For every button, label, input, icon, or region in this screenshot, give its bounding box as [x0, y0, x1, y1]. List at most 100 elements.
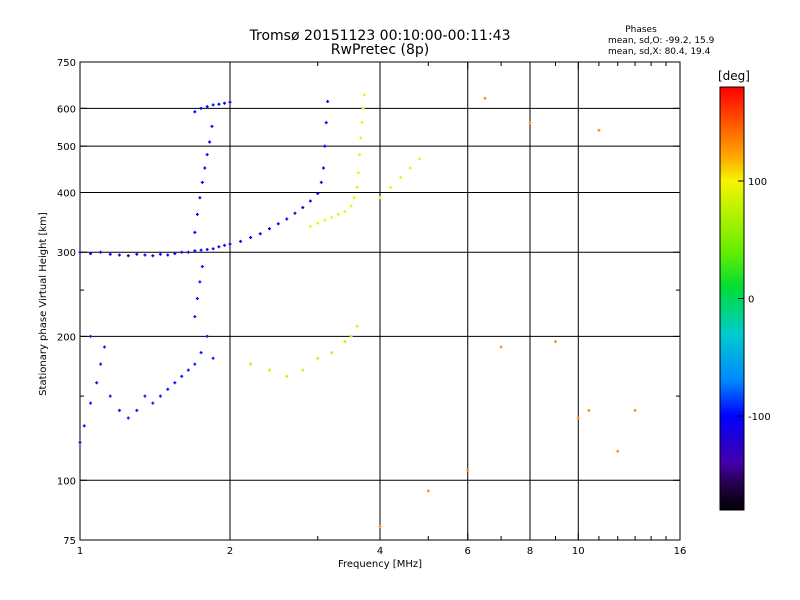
data-point — [466, 468, 470, 472]
chart-subtitle: RwPretec (8p) — [331, 42, 429, 58]
data-point — [193, 362, 197, 366]
data-point — [89, 401, 93, 405]
series-2 — [193, 100, 232, 234]
data-point — [173, 252, 177, 256]
data-point — [330, 351, 334, 355]
data-point — [553, 340, 557, 344]
data-point — [361, 106, 365, 110]
data-point — [301, 206, 305, 210]
data-point — [205, 334, 209, 338]
data-point — [417, 157, 421, 161]
data-point — [203, 166, 207, 170]
data-point — [193, 230, 197, 234]
data-point — [99, 362, 103, 366]
data-point — [249, 236, 253, 240]
data-point — [285, 374, 289, 378]
y-tick-label: 600 — [57, 104, 76, 115]
data-point — [173, 381, 177, 385]
data-point — [199, 351, 203, 355]
x-tick-label: 1 — [77, 546, 83, 557]
data-point — [355, 185, 359, 189]
data-point — [193, 110, 197, 114]
data-point — [158, 252, 162, 256]
legend-title: Phases — [625, 25, 657, 35]
data-point — [117, 408, 121, 412]
data-point — [126, 254, 130, 258]
data-point — [293, 211, 297, 215]
x-axis-label: Frequency [MHz] — [338, 559, 422, 570]
series-1 — [78, 265, 215, 444]
x-tick-label: 16 — [674, 546, 687, 557]
data-point — [143, 253, 147, 257]
data-point — [399, 175, 403, 179]
data-point — [308, 199, 312, 203]
data-point — [158, 394, 162, 398]
data-point — [276, 222, 280, 226]
data-point — [316, 221, 320, 225]
data-point — [378, 525, 382, 529]
data-point — [89, 252, 93, 256]
data-point — [205, 105, 209, 109]
y-axis-label: Stationary phase Virtual Height [km] — [38, 212, 49, 396]
data-point — [323, 144, 327, 148]
y-tick-label: 750 — [57, 58, 76, 69]
data-point — [186, 250, 190, 254]
y-tick-label: 200 — [57, 332, 76, 343]
data-point — [193, 315, 197, 319]
data-point — [321, 166, 325, 170]
data-point — [143, 394, 147, 398]
data-point — [199, 248, 203, 252]
x-tick-label: 6 — [465, 546, 471, 557]
legend-line-o: mean, sd,O: -99.2, 15.9 — [608, 36, 715, 46]
data-point — [323, 218, 327, 222]
data-point — [195, 297, 199, 301]
y-tick-label: 100 — [57, 476, 76, 487]
data-point — [316, 192, 320, 196]
data-point — [198, 196, 202, 200]
data-points — [78, 93, 637, 529]
data-point — [597, 128, 601, 132]
data-point — [180, 374, 184, 378]
data-point — [198, 280, 202, 284]
data-point — [223, 243, 227, 247]
data-point — [319, 180, 323, 184]
grid-lines — [80, 62, 680, 540]
chart-title: Tromsø 20151123 00:10:00-00:11:43 — [249, 28, 511, 44]
data-point — [135, 408, 139, 412]
data-point — [117, 253, 121, 257]
series-3 — [308, 93, 421, 228]
data-point — [249, 362, 253, 366]
data-point — [239, 239, 243, 243]
data-point — [633, 408, 637, 412]
y-tick-label: 400 — [57, 188, 76, 199]
data-point — [356, 171, 360, 175]
x-tick-label: 10 — [572, 546, 585, 557]
data-point — [308, 224, 312, 228]
data-point — [326, 100, 330, 104]
colorbar-ticks: -100 0 100 — [738, 177, 771, 423]
y-tick-label: 75 — [63, 536, 76, 547]
legend-line-x: mean, sd,X: 80.4, 19.4 — [608, 47, 711, 57]
data-point — [211, 103, 215, 107]
data-point — [352, 196, 356, 200]
data-point — [166, 253, 170, 257]
data-point — [211, 247, 215, 251]
data-point — [267, 227, 271, 231]
colorbar-tick-label: -100 — [748, 412, 771, 423]
data-point — [576, 416, 580, 420]
data-point — [211, 356, 215, 360]
data-point — [228, 242, 232, 246]
data-point — [126, 416, 130, 420]
data-point — [528, 121, 532, 125]
data-point — [186, 368, 190, 372]
data-point — [349, 334, 353, 338]
data-point — [360, 121, 364, 125]
data-point — [324, 121, 328, 125]
data-point — [285, 217, 289, 221]
data-point — [103, 345, 107, 349]
x-tick-label: 8 — [527, 546, 533, 557]
data-point — [135, 252, 139, 256]
data-point — [151, 401, 155, 405]
data-point — [208, 140, 212, 144]
